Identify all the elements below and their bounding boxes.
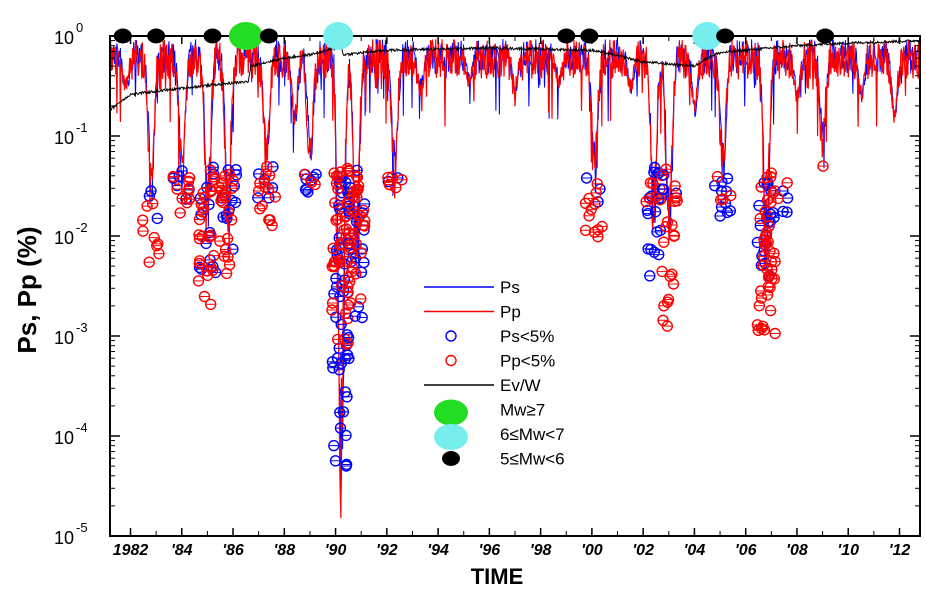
y-tick-label: 10 bbox=[54, 28, 74, 48]
earthquake-marker bbox=[816, 28, 835, 44]
legend-circle-swatch bbox=[445, 330, 457, 342]
x-tick-label: '96 bbox=[479, 542, 501, 559]
legend-label: 5≤Mw<6 bbox=[500, 450, 565, 469]
y-tick-base: 10 bbox=[54, 28, 74, 48]
x-tick-label: '06 bbox=[735, 542, 757, 559]
x-tick-label: 1982 bbox=[113, 542, 149, 559]
earthquake-marker bbox=[580, 28, 599, 44]
earthquake-marker bbox=[716, 28, 735, 44]
x-tick-label: '04 bbox=[684, 542, 706, 559]
legend-circle-swatch bbox=[445, 354, 457, 367]
y-axis-label: Ps, Pp (%) bbox=[12, 226, 42, 353]
marker-layer bbox=[136, 160, 829, 472]
legend-label: 6≤Mw<7 bbox=[500, 425, 565, 444]
y-tick-base: 10 bbox=[54, 128, 74, 148]
legend-label: Mw≥7 bbox=[500, 401, 545, 420]
legend-dot-swatch bbox=[434, 424, 468, 450]
earthquake-marker bbox=[692, 22, 723, 50]
legend-dot-swatch bbox=[434, 399, 468, 426]
earthquake-layer bbox=[113, 22, 835, 50]
earthquake-marker bbox=[203, 28, 222, 44]
legend-label: Ps<5% bbox=[500, 327, 554, 346]
earthquake-marker bbox=[147, 28, 166, 44]
x-tick-label: '98 bbox=[530, 542, 552, 559]
x-tick-label: '88 bbox=[273, 542, 295, 559]
y-tick-base: 10 bbox=[54, 528, 74, 548]
x-tick-label: '86 bbox=[222, 542, 244, 559]
y-tick-label: 10 bbox=[54, 528, 74, 548]
x-tick-label: '12 bbox=[889, 542, 911, 559]
legend-label: Ps bbox=[500, 278, 520, 297]
earthquake-marker bbox=[323, 22, 354, 50]
earthquake-marker bbox=[557, 28, 576, 44]
series-layer bbox=[109, 38, 921, 519]
y-tick-label: 10 bbox=[54, 128, 74, 148]
earthquake-marker bbox=[259, 28, 278, 44]
y-tick-exponent: 0 bbox=[76, 20, 83, 35]
earthquake-marker bbox=[228, 22, 263, 50]
legend-label: Pp<5% bbox=[500, 352, 555, 371]
x-tick-label: '90 bbox=[325, 542, 347, 559]
y-tick-label: 10 bbox=[54, 428, 74, 448]
legend-dot-swatch bbox=[442, 451, 460, 466]
x-tick-label: '84 bbox=[171, 542, 193, 559]
x-tick-label: '10 bbox=[837, 542, 859, 559]
legend-label: Pp bbox=[500, 303, 521, 322]
y-tick-label: 10 bbox=[54, 328, 74, 348]
y-tick-base: 10 bbox=[54, 428, 74, 448]
x-axis-label: TIME bbox=[471, 564, 524, 589]
y-tick-label: 10 bbox=[54, 228, 74, 248]
series-evw-line bbox=[109, 38, 921, 112]
legend: Ps Pp Ps<5% Pp<5% Ev/W Mw≥7 6≤Mw<7 5≤Mw<6 bbox=[412, 275, 598, 485]
earthquake-marker bbox=[113, 28, 132, 44]
series-pp-line bbox=[109, 38, 921, 519]
legend-background bbox=[412, 275, 598, 485]
y-tick-exponent: -4 bbox=[76, 420, 88, 435]
y-tick-exponent: -2 bbox=[76, 220, 88, 235]
x-tick-label: '00 bbox=[581, 542, 603, 559]
x-tick-label: '08 bbox=[786, 542, 808, 559]
y-tick-base: 10 bbox=[54, 328, 74, 348]
y-tick-exponent: -1 bbox=[76, 120, 88, 135]
y-tick-exponent: -5 bbox=[76, 520, 88, 535]
legend-label: Ev/W bbox=[500, 376, 541, 395]
x-tick-label: '02 bbox=[632, 542, 654, 559]
x-tick-label: '94 bbox=[427, 542, 449, 559]
y-tick-base: 10 bbox=[54, 228, 74, 248]
y-tick-exponent: -3 bbox=[76, 320, 88, 335]
x-tick-label: '92 bbox=[376, 542, 398, 559]
